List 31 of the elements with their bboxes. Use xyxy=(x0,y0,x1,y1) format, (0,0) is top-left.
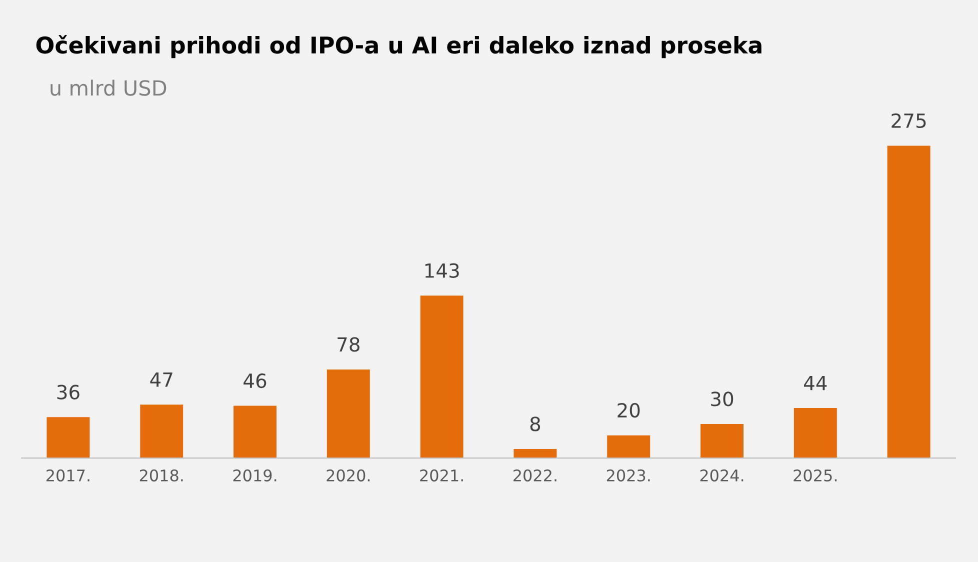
x-tick-label: 2023. xyxy=(606,469,650,482)
data-label: 143 xyxy=(425,263,459,278)
data-label: 30 xyxy=(711,392,734,406)
bar xyxy=(794,408,837,458)
chart-subtitle: u mlrd USD xyxy=(50,80,166,96)
bar xyxy=(234,406,276,458)
x-tick-label: 2021. xyxy=(420,469,463,482)
bar xyxy=(514,448,557,458)
bar xyxy=(607,435,650,458)
data-label: 47 xyxy=(150,372,172,387)
data-label: 36 xyxy=(57,384,80,400)
bar xyxy=(420,296,464,458)
data-label: 46 xyxy=(244,373,266,388)
x-tick-label: 2020. xyxy=(326,469,370,482)
x-tick-label: 2022. xyxy=(514,469,556,482)
x-tick-label: 2017. xyxy=(46,469,90,482)
data-label: 78 xyxy=(338,337,360,352)
bar xyxy=(326,369,370,458)
bar xyxy=(700,424,744,458)
chart-title: Očekivani prihodi od IPO-a u AI eri daleko iznad proseka xyxy=(36,35,762,58)
bar xyxy=(46,417,90,458)
bar xyxy=(887,146,930,458)
x-tick-label: 2018. xyxy=(140,469,183,482)
x-tick-label: 2025. xyxy=(794,469,837,482)
data-label: 275 xyxy=(892,113,926,128)
x-tick-label: 2019. xyxy=(233,469,276,482)
data-label: 20 xyxy=(618,402,640,418)
data-label: 8 xyxy=(530,416,540,432)
x-tick-label: 2024. xyxy=(700,469,744,482)
bar xyxy=(140,404,184,458)
data-label: 44 xyxy=(804,376,827,390)
